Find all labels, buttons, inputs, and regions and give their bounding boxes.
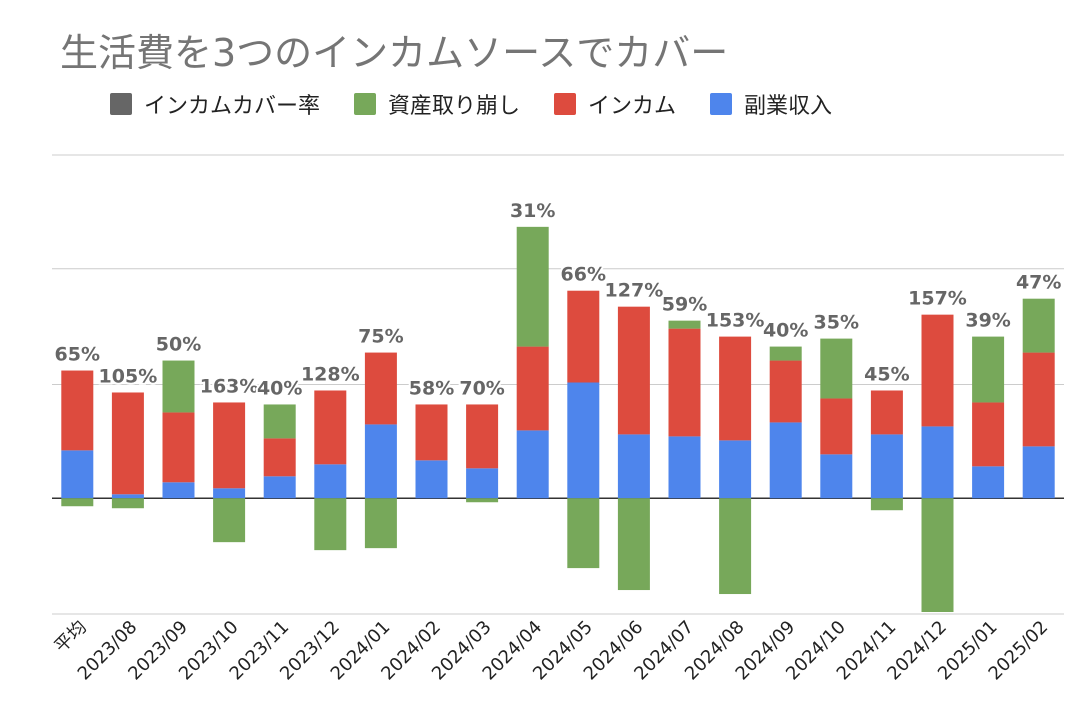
coverage-label: 157% xyxy=(908,288,967,310)
bar-side-income xyxy=(820,454,853,499)
legend-swatch-asset-withdrawal xyxy=(354,93,377,115)
bar-income xyxy=(870,390,903,435)
coverage-label: 153% xyxy=(706,310,765,332)
legend-label-coverage-rate: インカムカバー率 xyxy=(144,94,321,119)
bar-side-income xyxy=(466,468,499,499)
coverage-label: 47% xyxy=(1016,272,1061,294)
bar-side-income xyxy=(870,434,903,499)
bar-side-income xyxy=(314,464,347,499)
bar-asset-withdrawal xyxy=(61,498,94,507)
bar-asset-withdrawal xyxy=(567,498,600,569)
bar-income xyxy=(213,402,246,489)
legend-item-coverage-rate: インカムカバー率 xyxy=(110,88,320,120)
bar-asset-withdrawal xyxy=(972,336,1005,403)
bar-asset-withdrawal xyxy=(466,498,499,503)
bar-side-income xyxy=(263,476,296,499)
coverage-label: 45% xyxy=(864,363,909,385)
bar-income xyxy=(162,412,195,483)
coverage-label: 163% xyxy=(200,375,259,397)
legend-label-asset-withdrawal: 資産取り崩し xyxy=(388,94,521,119)
coverage-label: 128% xyxy=(301,363,360,385)
bar-asset-withdrawal xyxy=(769,346,802,361)
legend-swatch-coverage-rate xyxy=(110,93,132,115)
bar-income xyxy=(466,404,499,469)
coverage-label: 58% xyxy=(409,377,454,399)
bar-side-income xyxy=(769,422,802,499)
bar-income xyxy=(617,306,650,435)
bar-asset-withdrawal xyxy=(111,498,144,509)
bar-side-income xyxy=(1022,446,1055,499)
bar-asset-withdrawal xyxy=(870,498,903,511)
bar-asset-withdrawal xyxy=(921,498,954,613)
bar-side-income xyxy=(111,494,144,499)
coverage-label: 40% xyxy=(763,320,808,342)
coverage-label: 65% xyxy=(55,344,100,366)
bar-income xyxy=(314,390,347,465)
coverage-label: 66% xyxy=(561,264,606,286)
bar-income xyxy=(668,328,701,437)
bar-asset-withdrawal xyxy=(820,338,853,399)
bar-side-income xyxy=(972,466,1005,499)
x-tick-label: 平均 xyxy=(51,617,91,657)
bar-asset-withdrawal xyxy=(263,404,296,439)
coverage-label: 70% xyxy=(459,377,504,399)
bar-side-income xyxy=(162,482,195,499)
coverage-label: 40% xyxy=(257,377,302,399)
bar-side-income xyxy=(415,460,448,499)
bar-side-income xyxy=(719,440,752,499)
coverage-label: 105% xyxy=(99,365,158,387)
coverage-label: 75% xyxy=(358,326,403,348)
coverage-label: 127% xyxy=(605,280,664,302)
coverage-label: 59% xyxy=(662,294,707,316)
bar-income xyxy=(111,392,144,495)
bar-side-income xyxy=(213,488,246,499)
legend-item-income: インカム xyxy=(554,88,676,120)
bar-income xyxy=(61,370,94,451)
bar-side-income xyxy=(567,382,600,499)
bar-asset-withdrawal xyxy=(1022,298,1055,353)
bar-side-income xyxy=(364,424,397,499)
bar-income xyxy=(719,336,752,441)
bar-income xyxy=(972,402,1005,467)
bar-income xyxy=(516,346,549,431)
legend-item-side-income: 副業収入 xyxy=(710,88,832,120)
bar-asset-withdrawal xyxy=(213,498,246,543)
bar-income xyxy=(263,438,296,477)
chart-title: 生活費を3つのインカムソースでカバー xyxy=(60,31,729,75)
bar-side-income xyxy=(61,450,94,499)
bar-asset-withdrawal xyxy=(719,498,752,595)
bar-income xyxy=(1022,352,1055,447)
coverage-label: 31% xyxy=(510,200,555,222)
bar-side-income xyxy=(921,426,954,499)
coverage-label: 39% xyxy=(965,310,1010,332)
legend-swatch-side-income xyxy=(710,93,733,115)
bar-side-income xyxy=(516,430,549,499)
bar-side-income xyxy=(617,434,650,499)
bar-income xyxy=(820,398,853,455)
bar-income xyxy=(567,290,600,383)
bar-income xyxy=(364,352,397,425)
bar-asset-withdrawal xyxy=(516,226,549,347)
bar-income xyxy=(921,314,954,427)
bar-asset-withdrawal xyxy=(162,360,195,413)
legend: インカムカバー率 資産取り崩し インカム 副業収入 xyxy=(110,88,832,120)
legend-label-income: インカム xyxy=(588,94,677,119)
legend-item-asset-withdrawal: 資産取り崩し xyxy=(354,88,520,120)
legend-swatch-income xyxy=(554,93,577,115)
bar-asset-withdrawal xyxy=(668,320,701,329)
legend-label-side-income: 副業収入 xyxy=(744,94,833,119)
coverage-label: 50% xyxy=(156,334,201,356)
coverage-label: 35% xyxy=(814,312,859,334)
bar-asset-withdrawal xyxy=(314,498,347,551)
bar-side-income xyxy=(668,436,701,499)
bar-asset-withdrawal xyxy=(364,498,397,549)
bar-income xyxy=(415,404,448,461)
bar-income xyxy=(769,360,802,423)
bar-asset-withdrawal xyxy=(617,498,650,591)
